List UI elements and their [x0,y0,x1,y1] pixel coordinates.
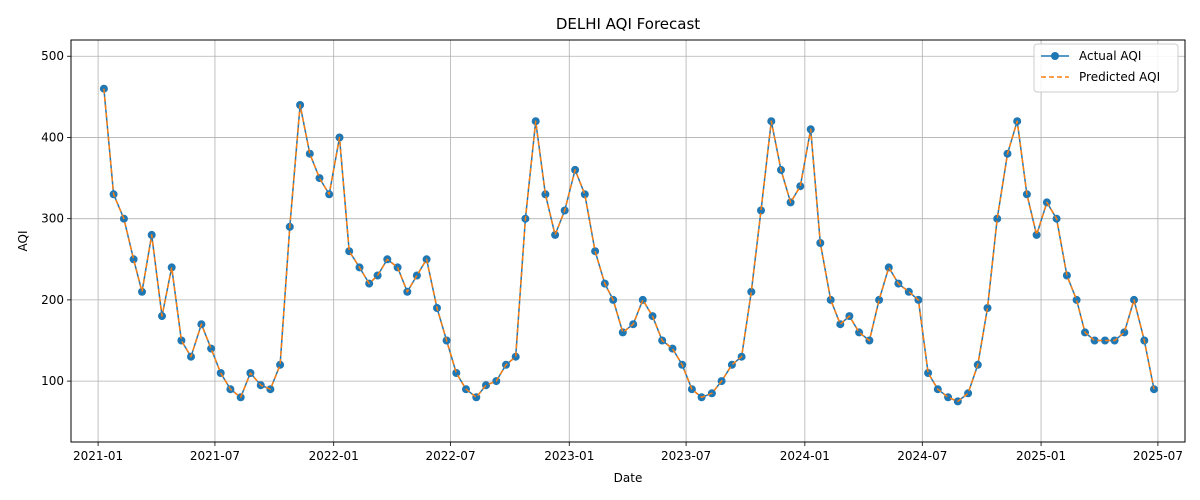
data-point-actual-aqi [129,255,138,264]
y-tick-label: 300 [41,212,64,226]
x-tick-label: 2023-07 [661,449,711,463]
y-tick-label: 100 [41,374,64,388]
x-axis: 2021-01 2021-07 2022-01 2022-07 2023-01 2023-… [73,442,1183,463]
legend-box [1033,43,1179,93]
y-tick-label: 200 [41,293,64,307]
data-point-actual-aqi [167,263,176,272]
y-tick-label: 500 [41,49,64,63]
data-point-actual-aqi [638,295,647,304]
data-point-actual-aqi [993,214,1002,223]
data-point-actual-aqi [757,206,765,215]
x-tick-label: 2024-07 [897,449,947,463]
x-tick-label: 2022-01 [309,449,359,463]
data-point-actual-aqi [1032,230,1041,239]
data-point-actual-aqi [315,174,324,183]
x-tick-label: 2024-01 [780,449,830,463]
x-tick-label: 2023-01 [544,449,594,463]
data-point-actual-aqi [747,287,756,296]
data-point-actual-aqi [511,352,520,361]
data-point-actual-aqi [826,295,835,304]
legend-predicted-label: Predicted AQI [1079,70,1160,84]
data-point-actual-aqi [276,360,285,369]
legend-actual-label: Actual AQI [1079,49,1141,63]
chart-title: DELHI AQI Forecast [556,15,700,33]
series-line-predicted-aqi [103,88,1155,403]
x-tick-label: 2025-01 [1016,449,1066,463]
data-point-actual-aqi [983,304,992,312]
data-point-actual-aqi [796,182,805,191]
data-point-actual-aqi [138,287,146,296]
data-point-actual-aqi [412,271,421,280]
data-point-actual-aqi [580,190,589,199]
data-point-actual-aqi [551,230,560,239]
data-point-actual-aqi [541,190,550,199]
y-axis-label: AQI [16,231,30,252]
x-tick-label: 2021-07 [190,449,240,463]
data-point-actual-aqi [591,247,600,256]
x-axis-label: Date [614,471,643,485]
data-point-actual-aqi [207,344,216,353]
data-point-actual-aqi [875,295,884,304]
y-tick-label: 400 [41,130,64,144]
y-axis: 100 200 300 400 500 [41,49,71,388]
data-point-actual-aqi [1062,271,1071,280]
data-point-actual-aqi [1101,336,1109,345]
data-point-actual-aqi [884,263,893,272]
data-point-actual-aqi [305,149,314,158]
x-tick-label: 2022-07 [425,449,475,463]
legend-actual-marker [1051,52,1059,60]
data-point-actual-aqi [452,369,461,377]
x-tick-label: 2025-07 [1133,449,1183,463]
plot-frame [70,39,1186,443]
data-point-actual-aqi [1072,295,1081,304]
legend: Actual AQI Predicted AQI [1033,43,1179,93]
plot-area [99,84,1158,406]
x-tick-label: 2021-01 [73,449,123,463]
